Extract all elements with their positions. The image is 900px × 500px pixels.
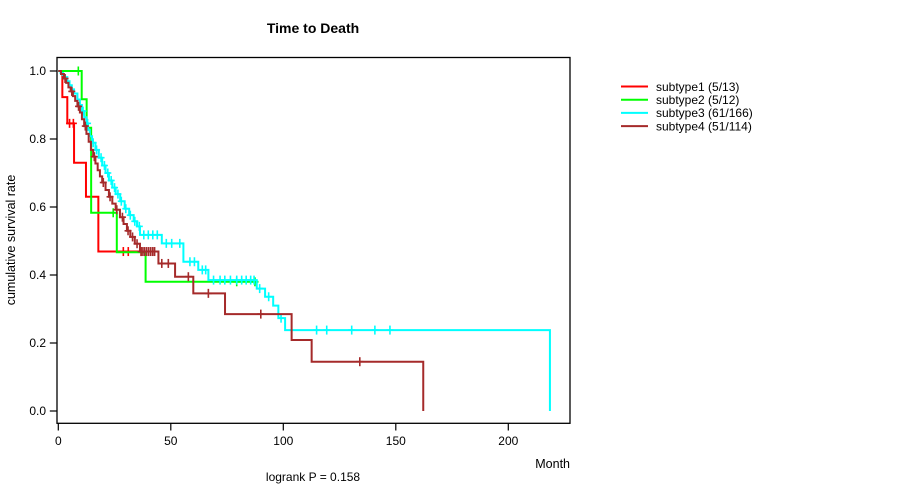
censor-mark-subtype4 bbox=[257, 309, 265, 319]
x-tick-label: 200 bbox=[498, 434, 518, 448]
legend-item-subtype1: subtype1 (5/13) bbox=[621, 80, 739, 94]
censor-mark-subtype3 bbox=[117, 196, 125, 206]
censor-mark-subtype4 bbox=[90, 152, 98, 162]
censor-mark-subtype4 bbox=[61, 73, 69, 83]
legend-label: subtype3 (61/166) bbox=[656, 106, 753, 120]
curve-subtype4 bbox=[58, 70, 425, 411]
y-tick-label: 0.8 bbox=[29, 132, 46, 146]
y-tick-label: 0.0 bbox=[29, 404, 46, 418]
legend-item-subtype4: subtype4 (51/114) bbox=[621, 119, 752, 133]
y-tick-label: 1.0 bbox=[29, 64, 46, 78]
censor-mark-subtype4 bbox=[118, 212, 126, 222]
x-axis-title: Month bbox=[535, 457, 570, 471]
censor-mark-subtype4 bbox=[164, 258, 172, 268]
censor-mark-subtype3 bbox=[313, 325, 321, 335]
y-tick-label: 0.4 bbox=[29, 268, 46, 282]
censor-mark-subtype4 bbox=[124, 226, 132, 236]
censor-mark-subtype4 bbox=[99, 178, 107, 188]
chart-title: Time to Death bbox=[267, 20, 359, 36]
legend-label: subtype4 (51/114) bbox=[656, 119, 752, 133]
censor-mark-subtype3 bbox=[93, 145, 101, 155]
curve-subtype2 bbox=[58, 70, 259, 283]
censor-mark-subtype3 bbox=[131, 216, 139, 226]
x-tick-label: 0 bbox=[55, 434, 62, 448]
censor-mark-subtype3 bbox=[107, 175, 115, 185]
censor-mark-subtype3 bbox=[386, 325, 394, 335]
logrank-annotation: logrank P = 0.158 bbox=[266, 470, 361, 484]
censor-mark-subtype3 bbox=[348, 325, 356, 335]
censor-mark-subtype4 bbox=[151, 247, 159, 257]
plot-box bbox=[56, 56, 571, 424]
censor-mark-subtype4 bbox=[113, 205, 121, 215]
legend-item-subtype2: subtype2 (5/12) bbox=[621, 93, 739, 107]
censor-mark-subtype4 bbox=[204, 288, 212, 298]
censor-mark-subtype4 bbox=[106, 192, 114, 202]
legend-label: subtype1 (5/13) bbox=[656, 80, 739, 94]
censor-mark-subtype3 bbox=[265, 292, 273, 302]
censor-mark-subtype3 bbox=[126, 210, 134, 220]
censor-mark-subtype4 bbox=[158, 258, 166, 268]
censor-mark-subtype3 bbox=[111, 183, 119, 193]
censor-mark-subtype3 bbox=[114, 189, 122, 199]
censor-mark-subtype3 bbox=[190, 257, 198, 267]
censor-mark-subtype3 bbox=[250, 275, 258, 285]
censor-mark-subtype3 bbox=[277, 313, 285, 323]
censor-mark-subtype4 bbox=[68, 86, 76, 96]
y-axis-title: cumulative survival rate bbox=[4, 175, 18, 306]
legend-label: subtype2 (5/12) bbox=[656, 93, 739, 107]
censor-mark-subtype4 bbox=[75, 101, 83, 111]
censor-mark-subtype3 bbox=[135, 221, 143, 231]
censor-mark-subtype4 bbox=[184, 272, 192, 282]
censor-mark-subtype3 bbox=[256, 284, 264, 294]
curves-layer bbox=[58, 66, 551, 411]
censor-mark-subtype3 bbox=[210, 275, 218, 285]
x-tick-label: 50 bbox=[164, 434, 178, 448]
censor-mark-subtype3 bbox=[153, 230, 161, 240]
censor-mark-subtype3 bbox=[176, 238, 184, 248]
censor-mark-subtype3 bbox=[226, 275, 234, 285]
censor-mark-subtype3 bbox=[100, 161, 108, 171]
legend-item-subtype3: subtype3 (61/166) bbox=[621, 106, 753, 120]
curve-subtype1 bbox=[58, 70, 146, 253]
censor-mark-subtype3 bbox=[323, 325, 331, 335]
censor-mark-subtype3 bbox=[371, 325, 379, 335]
censor-mark-subtype4 bbox=[356, 357, 364, 367]
censor-mark-subtype3 bbox=[97, 153, 105, 163]
censor-mark-subtype4 bbox=[133, 239, 141, 249]
censor-mark-subtype3 bbox=[168, 238, 176, 248]
censor-mark-subtype1 bbox=[69, 118, 77, 128]
x-tick-label: 150 bbox=[386, 434, 406, 448]
censor-mark-subtype4 bbox=[81, 121, 89, 131]
censor-mark-subtype2 bbox=[74, 66, 82, 76]
censor-mark-subtype3 bbox=[202, 265, 210, 275]
y-tick-label: 0.2 bbox=[29, 336, 46, 350]
censor-mark-subtype3 bbox=[104, 168, 112, 178]
legend: subtype1 (5/13)subtype2 (5/12)subtype3 (… bbox=[621, 80, 753, 133]
x-tick-label: 100 bbox=[273, 434, 293, 448]
censor-mark-subtype4 bbox=[129, 232, 137, 242]
axes-layer: 0 50 100 150 200 1.0 0.8 0.6 0.4 0.2 0.0 bbox=[29, 64, 518, 448]
censor-mark-subtype2 bbox=[109, 208, 117, 218]
censor-mark-subtype3 bbox=[122, 204, 130, 214]
y-tick-label: 0.6 bbox=[29, 200, 46, 214]
